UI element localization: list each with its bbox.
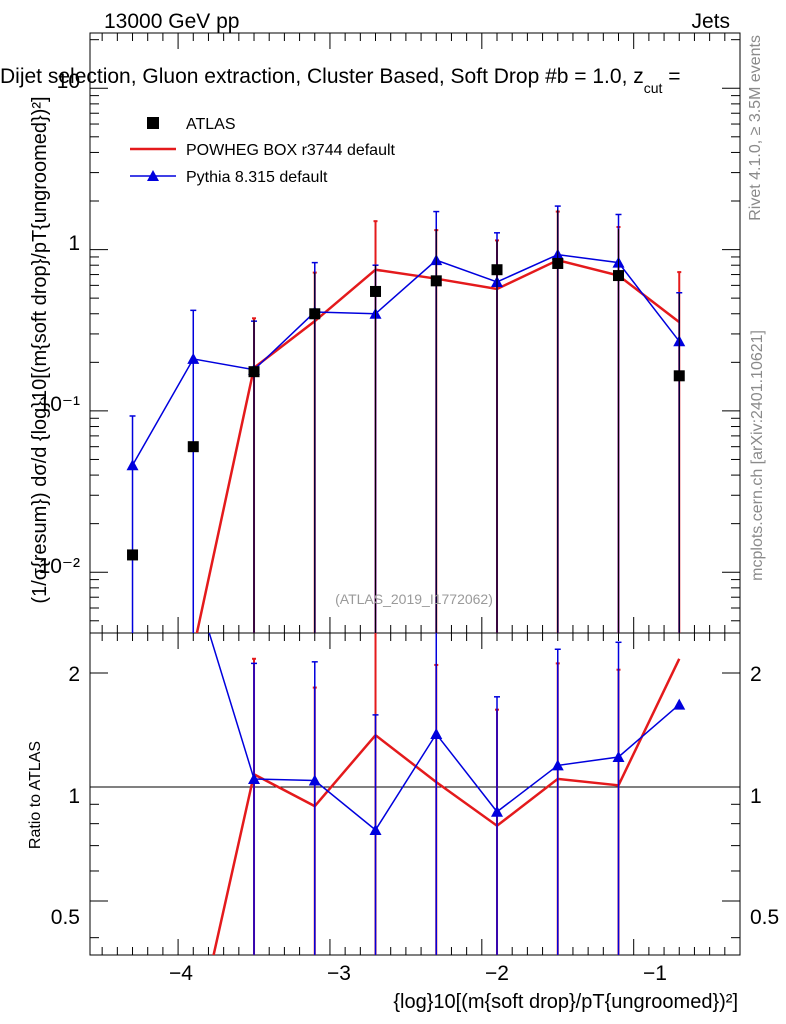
legend-data-label: ATLAS — [186, 116, 236, 133]
ratio-powheg-line — [212, 658, 681, 955]
y-tick-label: 1 — [68, 232, 80, 255]
atlas-point — [127, 549, 139, 561]
ratio-series-layer — [90, 633, 740, 955]
ratio-pythia-point — [551, 759, 564, 771]
atlas-point — [187, 441, 199, 453]
mcplots-label: mcplots.cern.ch [arXiv:2401.10621] — [749, 330, 766, 581]
x-axis-title: {log}10[(m{soft drop}/pT{ungroomed})²] — [393, 991, 738, 1013]
ratio-y-tick-label-right: 0.5 — [750, 906, 779, 929]
y-tick-label: 10⁻² — [39, 555, 80, 578]
ratio-y-axis-title: Ratio to ATLAS — [27, 741, 44, 849]
atlas-point — [309, 308, 321, 320]
atlas-point — [673, 370, 685, 382]
ratio-y-tick-label-right: 1 — [750, 785, 762, 808]
atlas-point — [491, 264, 503, 276]
x-tick-label: −4 — [169, 962, 193, 985]
pythia-point — [126, 459, 139, 471]
energy-label: 13000 GeV pp — [104, 10, 239, 33]
atlas-point — [613, 270, 625, 282]
ratio-pythia-point — [612, 750, 625, 762]
ratio-y-tick-label-right: 2 — [750, 663, 762, 686]
atlas-point — [430, 275, 442, 287]
legend-data-marker — [147, 117, 159, 129]
atlas-point — [370, 285, 382, 297]
pythia-point — [187, 352, 200, 364]
ratio-pythia-line — [208, 633, 680, 832]
rivet-label: Rivet 4.1.0, ≥ 3.5M events — [747, 35, 764, 221]
ratio-pythia-point — [430, 727, 443, 739]
atlas-point — [248, 366, 260, 378]
legend-pythia-label: Pythia 8.315 default — [186, 169, 328, 186]
selection-title-sub: cut — [644, 80, 663, 96]
y-tick-label: 10⁻¹ — [39, 393, 80, 416]
main-series-layer — [126, 205, 686, 633]
analysis-watermark: (ATLAS_2019_I1772062) — [335, 591, 493, 607]
x-tick-label: −2 — [485, 962, 509, 985]
legend: ATLAS POWHEG BOX r3744 default Pythia 8.… — [130, 116, 396, 186]
ratio-y-tick-label: 1 — [68, 785, 80, 808]
legend-pythia-marker — [147, 170, 159, 181]
selection-title-main: Dijet selection, Gluon extraction, Clust… — [0, 65, 644, 88]
ratio-y-tick-label: 2 — [68, 663, 80, 686]
selection-title: Dijet selection, Gluon extraction, Clust… — [0, 65, 681, 96]
atlas-point — [552, 257, 564, 269]
ratio-y-tick-label: 0.5 — [51, 906, 80, 929]
ratio-pythia-point — [491, 805, 504, 817]
selection-title-tail: = — [662, 65, 680, 88]
y-tick-label: 10 — [57, 70, 80, 93]
legend-powheg-label: POWHEG BOX r3744 default — [186, 142, 396, 159]
ratio-pythia-point — [673, 698, 686, 710]
y-axis-title: (1/σ{resum}) dσ/d {log}10[(m{soft drop}/… — [29, 96, 51, 603]
ratio-pythia-point — [248, 772, 261, 784]
pythia-line — [131, 253, 680, 466]
x-tick-label: −1 — [643, 962, 667, 985]
category-label: Jets — [691, 10, 730, 33]
x-tick-label: −3 — [327, 962, 351, 985]
ratio-pythia-point — [369, 823, 382, 835]
ratio-plot-frame — [89, 632, 741, 956]
ratio-pythia-point — [308, 774, 321, 786]
